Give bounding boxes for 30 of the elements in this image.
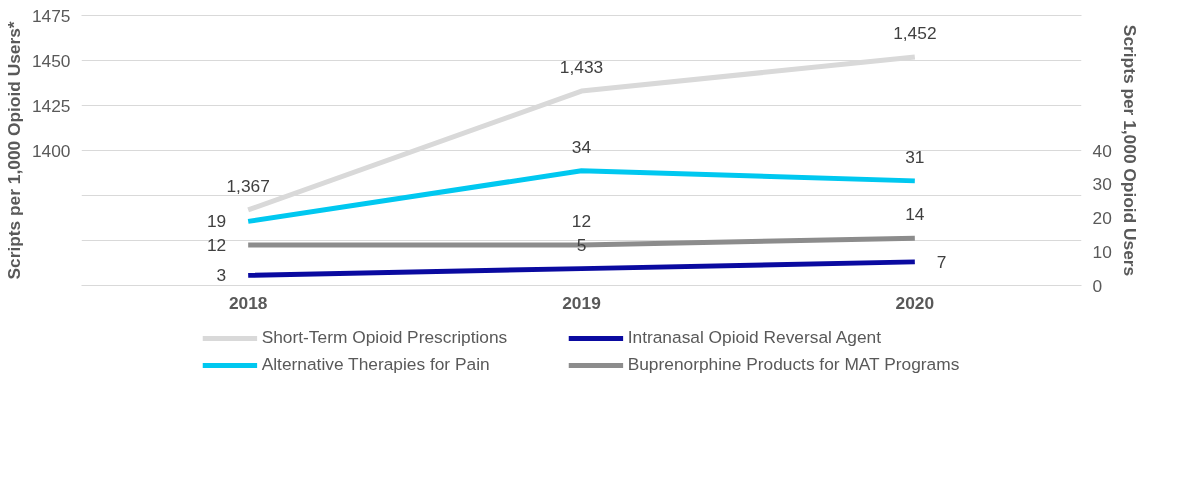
y-tick-label: 1425 — [31, 95, 71, 116]
data-label: 12 — [206, 235, 227, 255]
data-label: 1,452 — [893, 22, 937, 43]
x-tick-label: 2020 — [895, 292, 935, 313]
legend-label: Intranasal Opioid Reversal Agent — [627, 327, 882, 348]
legend-label: Buprenorphine Products for MAT Programs — [627, 354, 960, 375]
y-tick-label: 1475 — [31, 5, 71, 26]
data-label: 3 — [216, 265, 227, 286]
y-axis-title: Scripts per 1,000 Opioid Users* — [3, 21, 24, 280]
legend-label: Alternative Therapies for Pain — [261, 354, 491, 375]
data-label: 14 — [905, 204, 925, 225]
data-label: 34 — [571, 136, 592, 157]
y2-axis-title: Scripts per 1,000 Opioid Users — [1119, 24, 1140, 277]
y-tick-label: 1450 — [31, 50, 71, 71]
data-label: 5 — [576, 234, 587, 255]
y-tick-label: 1400 — [31, 140, 71, 161]
x-tick-label: 2018 — [228, 292, 268, 313]
y2-tick-label: 0 — [1092, 275, 1103, 296]
legend-label: Short-Term Opioid Prescriptions — [261, 327, 509, 348]
data-label: 31 — [905, 146, 925, 167]
data-label: 1,433 — [559, 57, 604, 78]
y2-tick-label: 30 — [1092, 174, 1112, 195]
data-label: 19 — [206, 211, 227, 232]
data-label: 7 — [936, 251, 947, 272]
y2-tick-label: 40 — [1092, 140, 1112, 161]
x-tick-label: 2019 — [562, 292, 601, 313]
y2-tick-label: 10 — [1092, 241, 1112, 262]
y2-tick-label: 20 — [1092, 208, 1112, 228]
data-label: 12 — [571, 211, 592, 231]
data-label: 1,367 — [226, 175, 270, 196]
